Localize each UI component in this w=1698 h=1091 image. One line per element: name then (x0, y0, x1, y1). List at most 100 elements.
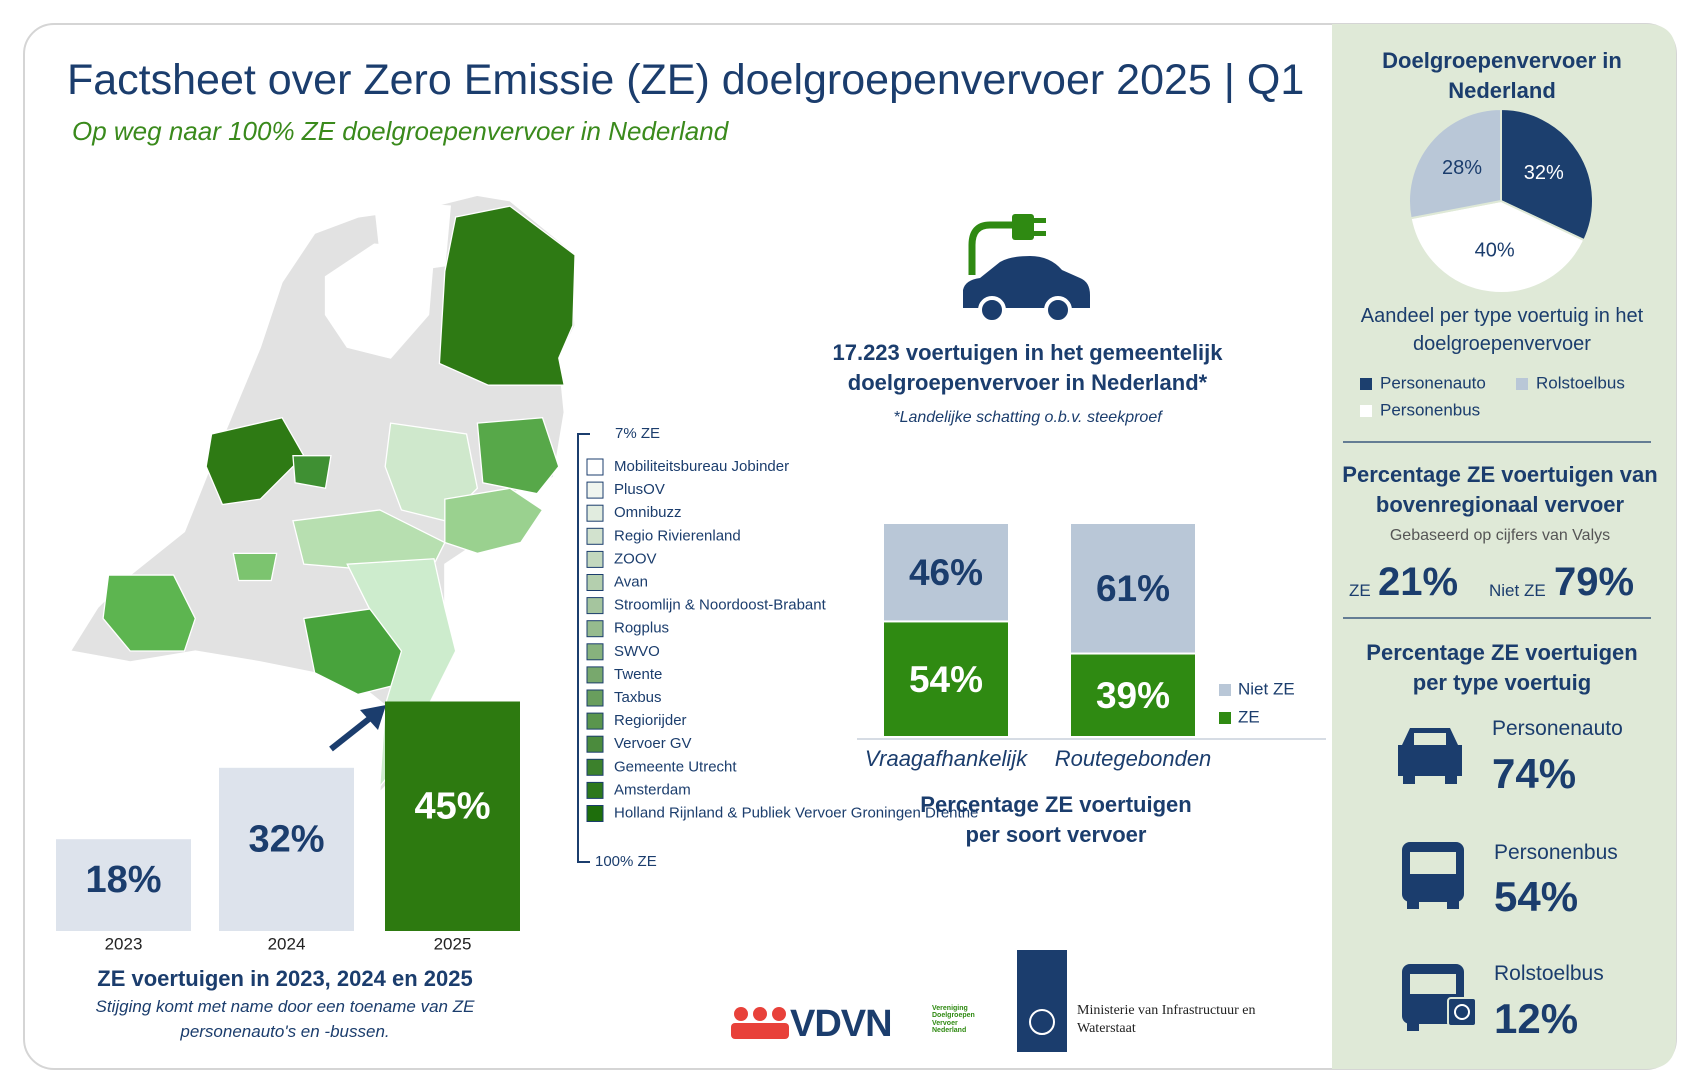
type-value: 74% (1492, 750, 1577, 797)
type-label: Rolstoelbus (1494, 962, 1604, 985)
bus-icon (1402, 842, 1464, 909)
legend-label: Niet ZE (1238, 679, 1295, 698)
plug (1012, 214, 1034, 240)
bus-wheel (1407, 900, 1419, 909)
wheel (1044, 296, 1072, 324)
x-tick-label: 2025 (434, 934, 472, 953)
legend-swatch (586, 527, 604, 545)
ministry-emblem (1029, 1009, 1055, 1035)
stacked-bar (884, 622, 1008, 736)
title: Factsheet over Zero Emissie (ZE) doelgro… (67, 56, 1305, 104)
legend-label: Taxbus (614, 689, 662, 706)
stacked-title: Percentage ZE voertuigen per soort vervo… (920, 792, 1192, 848)
bar-subtitle: Stijging komt met name door een toename … (95, 997, 475, 1041)
legend-label: Omnibuzz (614, 504, 682, 521)
subtitle: Op weg naar 100% ZE doelgroepenvervoer i… (72, 116, 729, 146)
car (963, 256, 1090, 308)
bus-window (1410, 852, 1456, 874)
bar (219, 767, 354, 931)
fleet-text: 17.223 voertuigen in het gemeentelijk do… (832, 340, 1223, 396)
vdvn-full: Vereniging Doelgroepen Vervoer Nederland (932, 1005, 975, 1035)
legend-label: Personenbus (1380, 400, 1480, 419)
stacked-bar (1071, 654, 1195, 736)
pie-slice (1409, 199, 1586, 294)
legend-bottom: 100% ZE (595, 853, 657, 870)
legend-label: Regiorijder (614, 712, 687, 729)
category-label: Vraagafhankelijk (865, 746, 1028, 771)
region-l (232, 552, 278, 582)
region-g (292, 455, 332, 490)
legend-swatch (586, 574, 604, 591)
legend-label: Holland Rijnland & Publiek Vervoer Groni… (614, 804, 978, 821)
legend-swatch (586, 504, 604, 522)
legend-swatch (586, 689, 604, 707)
value-label: 45% (414, 785, 490, 827)
legend-swatch (586, 620, 604, 638)
region-f (205, 416, 305, 506)
logo-dot (734, 1007, 748, 1021)
wheel (978, 296, 1006, 324)
pie-subtitle: Aandeel per type voertuig in het doelgro… (1360, 305, 1644, 355)
legend-label: ZOOV (614, 550, 657, 567)
legend-top: 7% ZE (615, 425, 661, 442)
legend-swatch (586, 735, 604, 753)
legend-label: ZE (1238, 707, 1260, 726)
value-label: 54% (909, 659, 983, 700)
legend-label: Vervoer GV (614, 735, 692, 752)
value-label: 32% (1524, 162, 1564, 184)
legend-swatch (586, 781, 604, 799)
logo-base (731, 1023, 789, 1039)
boven-value: 79% (1554, 560, 1635, 604)
value-label: 32% (248, 818, 324, 860)
legend-swatch (586, 712, 604, 730)
value-label: 18% (85, 859, 161, 901)
legend-label: Stroomlijn & Noordoost-Brabant (614, 597, 827, 614)
legend-label: Regio Rivierenland (614, 527, 741, 544)
wheelchair-bus-icon (1402, 964, 1477, 1031)
legend-swatch (586, 666, 604, 684)
legend-label: Rolstoelbus (1536, 373, 1625, 392)
legend-label: Avan (614, 573, 648, 590)
arrow-head (360, 705, 386, 730)
value-label: 40% (1475, 239, 1515, 261)
boven-value: 21% (1378, 560, 1459, 604)
legend-swatch (1219, 712, 1231, 724)
type-value: 12% (1494, 995, 1579, 1042)
legend-swatch (586, 458, 604, 476)
arrow (329, 712, 376, 752)
legend-label: Twente (614, 666, 662, 683)
legend-swatch (586, 550, 604, 568)
x-tick-label: 2023 (105, 934, 143, 953)
type-value: 54% (1494, 873, 1579, 920)
pie-title: Doelgroepenvervoer in Nederland (1382, 48, 1622, 103)
boven-subtitle: Gebaseerd op cijfers van Valys (1389, 527, 1611, 544)
legend-swatch (586, 481, 604, 499)
legend-swatch (1360, 378, 1372, 390)
bus-wheel (1407, 1022, 1419, 1031)
wheelchair (1454, 1004, 1470, 1020)
region-b (438, 205, 576, 386)
category-label: Routegebonden (1055, 746, 1212, 771)
legend-swatch (586, 805, 604, 822)
logo-dot (753, 1007, 767, 1021)
region-a (373, 200, 451, 272)
boven-label: Niet ZE (1489, 581, 1546, 600)
logo-dot (772, 1007, 786, 1021)
car-wheel (1445, 776, 1457, 784)
legend-swatch (1219, 684, 1231, 696)
legend-label: PlusOV (614, 481, 665, 498)
bar (385, 701, 520, 931)
legend-swatch (586, 758, 604, 776)
wheelchair-sign (1447, 997, 1477, 1027)
type-title: Percentage ZE voertuigen per type voertu… (1366, 640, 1638, 696)
region-c (476, 417, 560, 495)
legend-label: SWVO (614, 643, 660, 660)
legend-swatch (1516, 378, 1528, 390)
bus-window (1410, 974, 1456, 994)
pie-slice (1500, 107, 1594, 242)
boven-title: Percentage ZE voertuigen van bovenregion… (1342, 462, 1658, 518)
car-window (1414, 733, 1446, 745)
map (69, 194, 576, 794)
